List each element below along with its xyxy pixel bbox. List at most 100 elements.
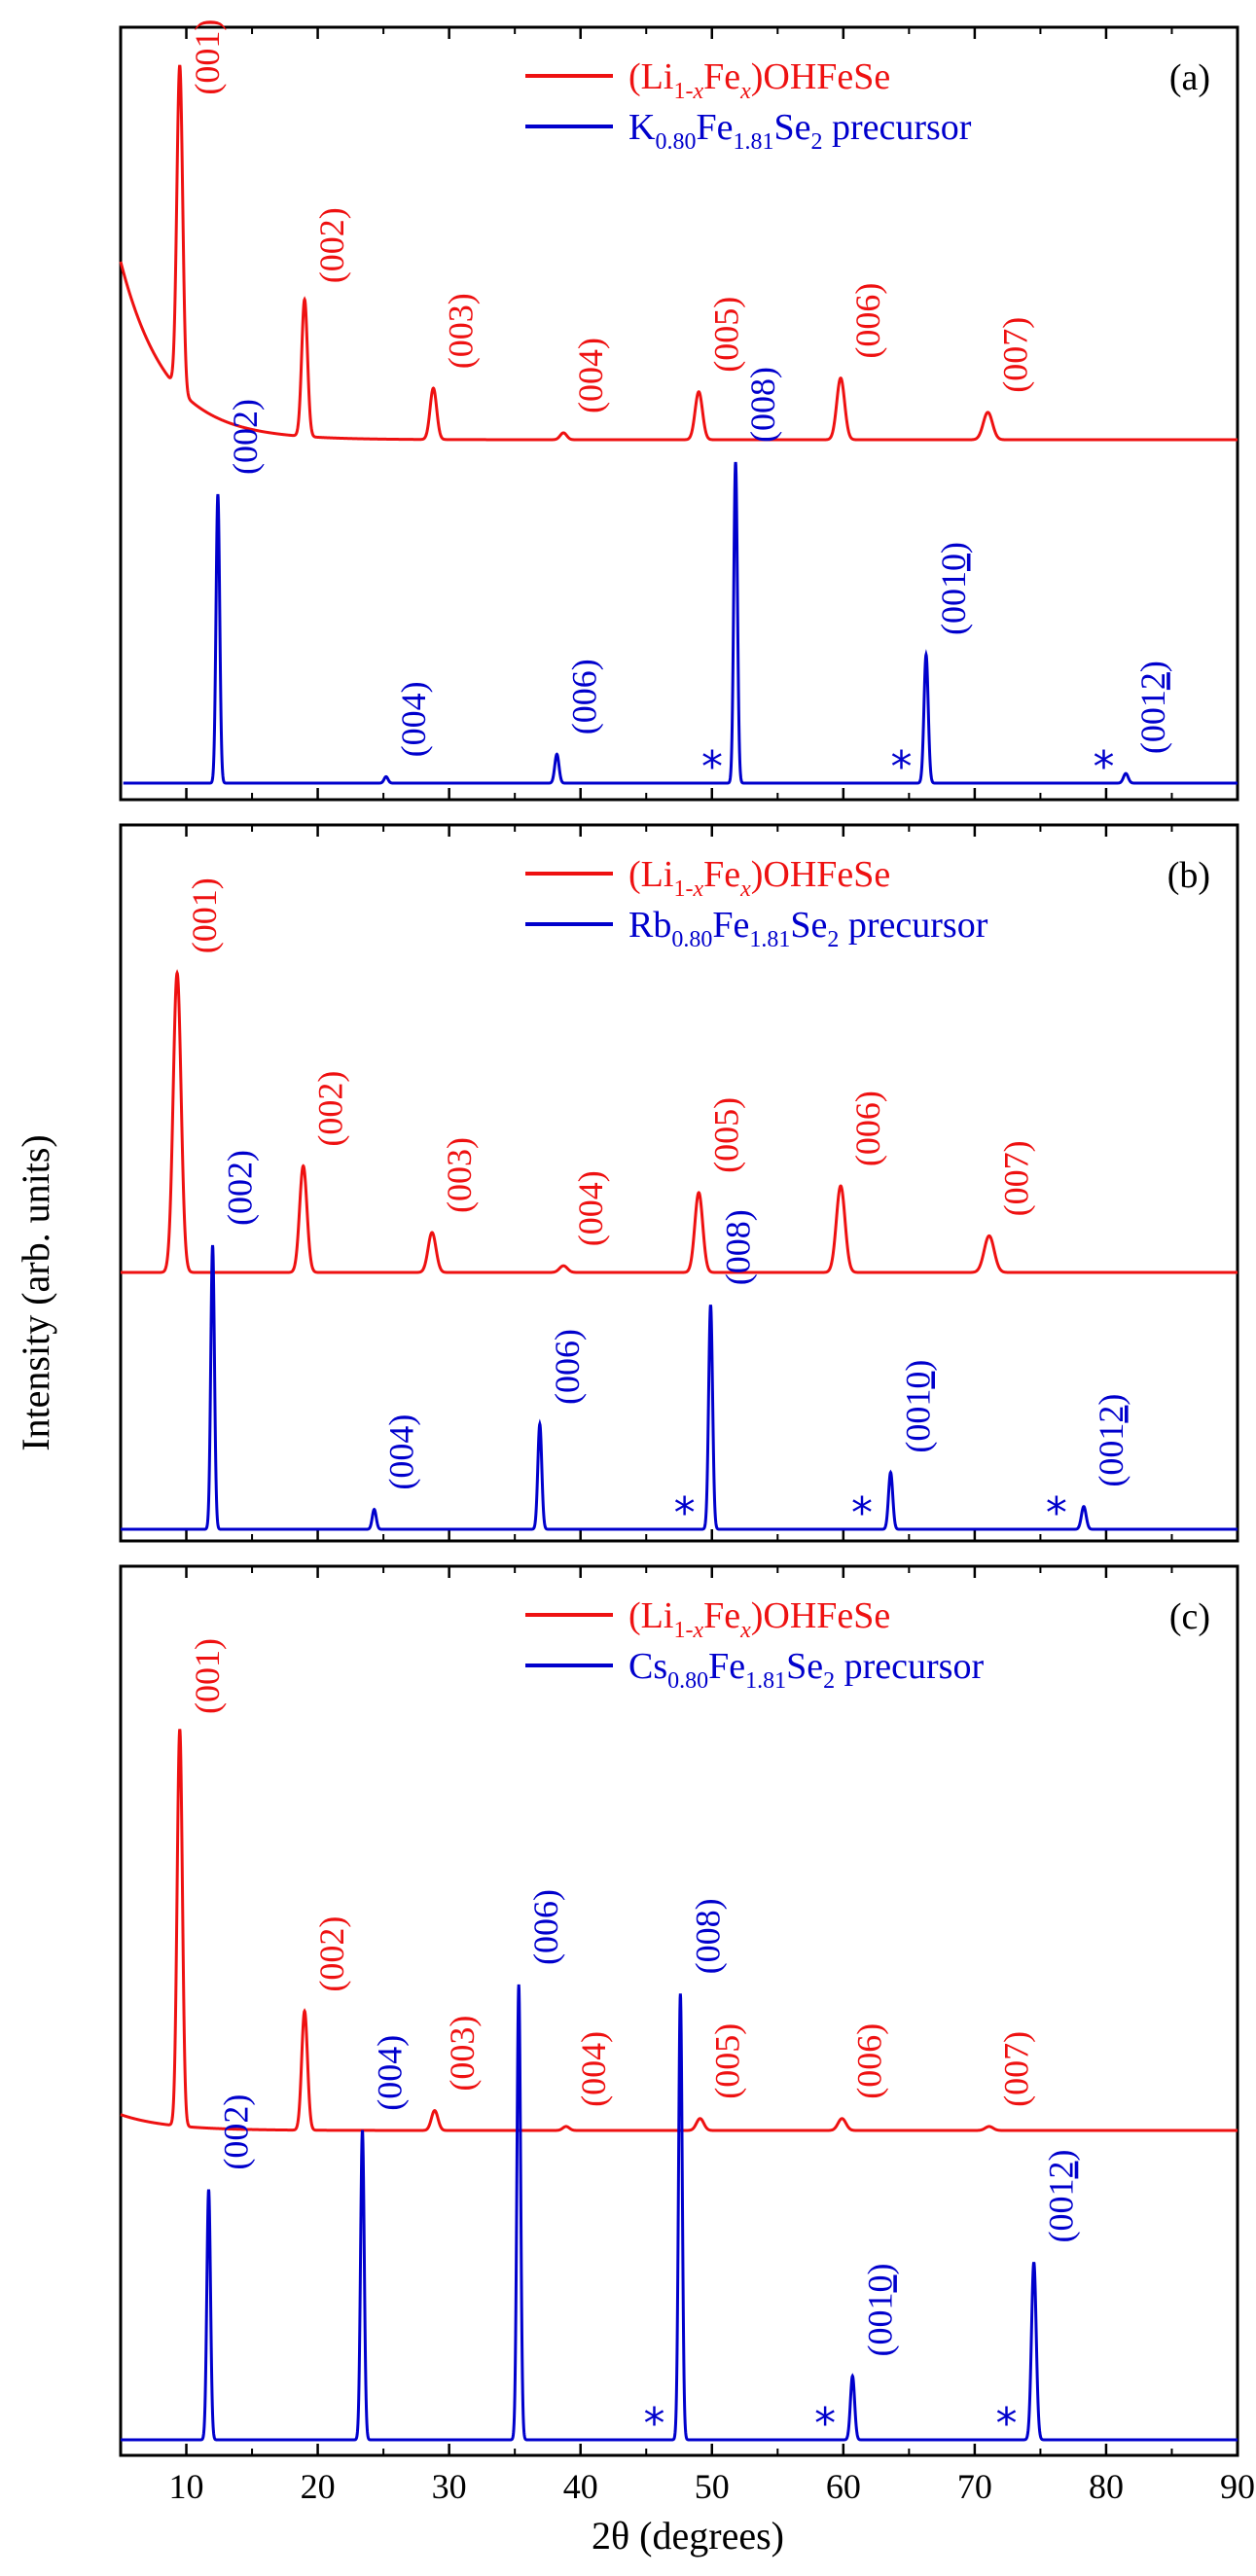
legend-text: Fe — [696, 107, 733, 148]
peak-label-part: ) — [1092, 1394, 1130, 1406]
peak-label: (0012) — [1133, 661, 1172, 754]
peak-label: (001) — [185, 877, 224, 953]
legend-label: K0.80Fe1.81Se2 precursor — [628, 107, 972, 155]
peak-label-part: (00 — [934, 589, 973, 635]
legend-text: )OHFeSe — [751, 1595, 891, 1636]
peak-label: (003) — [441, 293, 480, 369]
legend-text: precursor — [822, 107, 971, 148]
x-tick-label: 30 — [432, 2467, 467, 2506]
panel-c: (c) (001) (002) (003) (004) (005) (006) (007) (L… — [119, 1564, 1255, 2506]
peak-label: (004) — [571, 338, 610, 413]
peak-label: (002) — [312, 207, 351, 283]
y-axis-label: Intensity (arb. units) — [14, 1134, 57, 1451]
peak-label: (002) — [217, 2094, 256, 2170]
peak-label: (006) — [848, 283, 887, 359]
impurity-star: * — [814, 2399, 836, 2449]
legend-text: Se — [790, 905, 827, 946]
peak-label: (002) — [312, 1916, 351, 1992]
peak-label-part: 1 — [1042, 2179, 1081, 2197]
peak-label: (002) — [311, 1071, 350, 1147]
legend-label: Cs0.80Fe1.81Se2 precursor — [628, 1646, 984, 1694]
panel-label: (c) — [1169, 1596, 1210, 1637]
legend-subscript: 2 — [810, 129, 822, 155]
panel-label: (b) — [1167, 855, 1210, 896]
peak-label-part: ) — [1042, 2150, 1081, 2162]
x-axis-label: 2θ (degrees) — [592, 2514, 784, 2558]
legend-text: )OHFeSe — [751, 854, 891, 895]
peak-label: (005) — [708, 2023, 747, 2099]
plot-frame — [119, 823, 1239, 1543]
x-tick-label: 20 — [301, 2467, 336, 2506]
impurity-star: * — [996, 2399, 1018, 2449]
peak-label: (003) — [443, 2016, 482, 2092]
legend-text: Fe — [703, 854, 740, 895]
peak-label: (005) — [706, 1097, 745, 1173]
legend-text: precursor — [839, 905, 987, 946]
peak-label: (007) — [995, 317, 1034, 393]
legend-label: (Li1-xFex)OHFeSe — [628, 1595, 890, 1643]
x-tick-label: 70 — [957, 2467, 992, 2506]
peak-label: (004) — [571, 1170, 610, 1246]
peak-label-part: 1 — [934, 571, 973, 589]
legend-text: Fe — [703, 1595, 740, 1636]
peak-label: (008) — [743, 367, 782, 443]
peak-label: (004) — [382, 1414, 421, 1490]
peak-label-part: 1 — [898, 1389, 937, 1407]
peak-label-part: (00 — [1042, 2197, 1081, 2243]
legend-subscript-italic: x — [692, 79, 703, 104]
peak-label-part: (00 — [1092, 1441, 1130, 1487]
peak-label: (008) — [688, 1898, 727, 1974]
panel-label: (a) — [1169, 57, 1210, 98]
peak-label-underlined-digit: 0 — [898, 1372, 937, 1389]
x-tick-label: 40 — [563, 2467, 598, 2506]
legend-text: K — [628, 107, 656, 148]
legend-text: (Li — [628, 56, 673, 97]
peak-label-part: ) — [860, 2264, 899, 2275]
peak-label: (002) — [226, 399, 265, 475]
peak-label: (006) — [850, 2023, 889, 2099]
legend-label: (Li1-xFex)OHFeSe — [628, 854, 890, 902]
legend-subscript: 1.81 — [745, 1668, 786, 1694]
peak-label: (004) — [394, 681, 433, 757]
peak-label-part: 1 — [1133, 690, 1172, 707]
peak-label: (002) — [221, 1150, 260, 1226]
legend-text: Fe — [712, 905, 749, 946]
legend-subscript: 2 — [823, 1668, 835, 1694]
x-tick-label: 50 — [695, 2467, 730, 2506]
peak-label: (006) — [564, 659, 603, 734]
impurity-star: * — [1046, 1488, 1067, 1538]
peak-label: (0012) — [1042, 2150, 1081, 2243]
legend-label: Rb0.80Fe1.81Se2 precursor — [628, 905, 988, 952]
legend-subscript: 0.80 — [655, 129, 696, 155]
peak-label: (007) — [997, 2031, 1036, 2107]
legend-subscript-italic: x — [692, 1618, 703, 1643]
peak-label-underlined-digit: 2 — [1092, 1406, 1130, 1423]
legend-subscript-italic: x — [739, 1618, 751, 1643]
legend-text: Se — [773, 107, 810, 148]
peak-label-part: ) — [934, 542, 973, 554]
peak-label: (0010) — [934, 542, 973, 635]
peak-label: (006) — [548, 1329, 587, 1405]
impurity-star: * — [1093, 742, 1114, 792]
peak-label-part: (00 — [1133, 707, 1172, 754]
legend-text: Rb — [628, 905, 671, 946]
peak-label: (0012) — [1092, 1394, 1130, 1487]
peak-label: (001) — [188, 19, 227, 95]
peak-label: (004) — [371, 2035, 410, 2111]
legend-subscript: 0.80 — [671, 927, 712, 952]
legend-subscript-italic: x — [739, 79, 751, 104]
legend-text: (Li — [628, 1595, 673, 1636]
panel-b: (b)(001)(002)(003) (004)(005) (006)(007)(L… — [119, 823, 1239, 1543]
peak-label-underlined-digit: 2 — [1042, 2162, 1081, 2179]
legend-subscript: 1- — [673, 1618, 693, 1643]
impurity-star: * — [890, 742, 912, 792]
legend-subscript: 1.81 — [749, 927, 790, 952]
impurity-star: * — [674, 1488, 696, 1538]
peak-label-part: ) — [1133, 661, 1172, 672]
plot-frame — [119, 25, 1239, 802]
legend-text: Fe — [708, 1646, 745, 1687]
legend-label: (Li1-xFex)OHFeSe — [628, 56, 890, 104]
peak-label: (003) — [440, 1137, 479, 1213]
series-line-li-fe-ohfese — [121, 969, 1238, 1274]
peak-label-part: ) — [898, 1360, 937, 1372]
